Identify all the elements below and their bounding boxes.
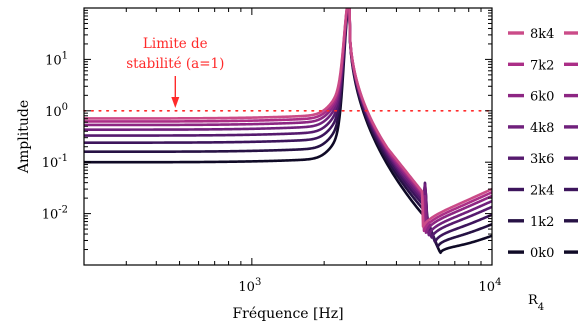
legend-label: 2k4 — [530, 184, 554, 199]
legend-label: 3k6 — [530, 152, 554, 167]
y-tick-label: 100 — [45, 102, 68, 120]
legend-label: 4k8 — [530, 121, 554, 136]
legend-label: 7k2 — [530, 58, 554, 73]
plot-frame — [83, 7, 493, 266]
annotation-line-2: stabilité (a=1) — [126, 56, 224, 72]
x-tick-label: 103 — [238, 277, 261, 295]
y-tick-label: 101 — [45, 50, 68, 68]
annotation-arrow-head — [171, 97, 180, 108]
series-layer — [84, 8, 492, 255]
y-tick-label: 10-1 — [42, 153, 68, 171]
legend-label: 6k0 — [530, 90, 554, 105]
annotation-line-1: Limite de — [143, 36, 208, 52]
legend-label: 0k0 — [530, 246, 554, 261]
legend: 8k4 7k2 6k0 4k8 3k6 2k4 1k2 0k0 R4 — [508, 27, 578, 313]
y-axis: 10-2 10-1 100 101 — [42, 7, 492, 266]
x-tick-label: 104 — [479, 277, 502, 295]
series-line-7k2 — [84, 8, 492, 233]
legend-label: 1k2 — [530, 215, 554, 230]
legend-label: 8k4 — [530, 27, 554, 42]
series-line-8k4 — [84, 8, 492, 228]
series-line-4k8 — [84, 8, 492, 237]
stability-annotation: Limite de stabilité (a=1) — [126, 36, 224, 108]
y-axis-label: Amplitude — [16, 100, 32, 174]
x-axis-label: Fréquence [Hz] — [232, 306, 343, 322]
legend-title: R4 — [528, 293, 544, 313]
y-tick-label: 10-2 — [42, 205, 68, 223]
x-axis: 103 104 — [83, 8, 502, 295]
